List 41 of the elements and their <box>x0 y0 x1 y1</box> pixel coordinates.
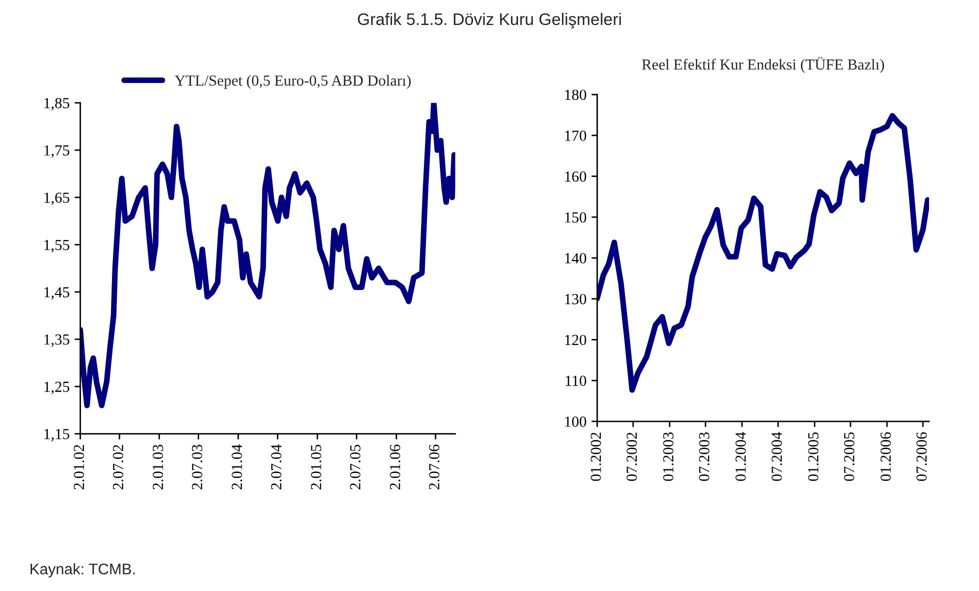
x-tick-label: 2.01.03 <box>152 444 164 490</box>
y-tick-label: 110 <box>566 376 586 386</box>
x-tick-label: 01.2004 <box>736 432 746 481</box>
y-tick-label: 1,25 <box>44 382 70 394</box>
y-tick-label: 1,35 <box>44 334 70 347</box>
x-tick-label: 07.2004 <box>772 432 782 481</box>
y-tick-label: 180 <box>565 90 586 100</box>
x-tick-label: 2.07.05 <box>350 444 360 490</box>
y-tick-label: 170 <box>565 130 586 141</box>
y-tick-label: 1,45 <box>44 287 70 300</box>
x-tick-label: 2.07.06 <box>429 444 440 490</box>
y-tick-label: 130 <box>565 294 586 304</box>
x-tick-label: 01.2002 <box>590 432 602 481</box>
x-tick-label: 07.2005 <box>844 432 854 481</box>
x-tick-label: 2.07.03 <box>192 444 202 490</box>
x-tick-label: 2.07.02 <box>112 445 124 490</box>
y-tick-label: 160 <box>565 171 586 182</box>
y-tick-label: 1,65 <box>44 192 70 206</box>
chart-title: Reel Efektif Kur Endeksi (TÜFE Bazlı) <box>642 57 884 73</box>
y-tick-label: 150 <box>565 212 586 223</box>
y-tick-label: 1,15 <box>44 429 70 442</box>
y-tick-label: 120 <box>565 334 586 346</box>
x-tick-label: 2.07.04 <box>271 444 282 490</box>
x-tick-label: 01.2005 <box>808 432 818 481</box>
x-tick-label: 2.01.06 <box>390 444 400 490</box>
legend-label: YTL/Sepet (0,5 Euro-0,5 ABD Doları) <box>174 74 411 89</box>
x-tick-label: 01.2003 <box>663 432 674 481</box>
x-tick-label: 07.2003 <box>699 432 710 481</box>
y-tick-label: 1,85 <box>44 98 70 110</box>
text: Grafik 5.1.5. Döviz Kuru Gelişmeleri <box>358 12 621 28</box>
y-tick-label: 1,75 <box>44 145 70 158</box>
x-tick-label: 01.2006 <box>880 432 891 481</box>
y-tick-label: 100 <box>565 416 586 427</box>
x-tick-label: 07.2006 <box>916 432 927 481</box>
x-tick-label: 2.01.02 <box>74 445 84 490</box>
text: Kaynak: TCMB. <box>30 563 135 578</box>
x-tick-label: 2.01.04 <box>232 444 242 490</box>
y-tick-label: 140 <box>565 253 586 264</box>
x-tick-label: 07.2002 <box>626 432 637 481</box>
x-tick-label: 2.01.05 <box>310 444 322 490</box>
y-tick-label: 1,55 <box>44 240 70 252</box>
